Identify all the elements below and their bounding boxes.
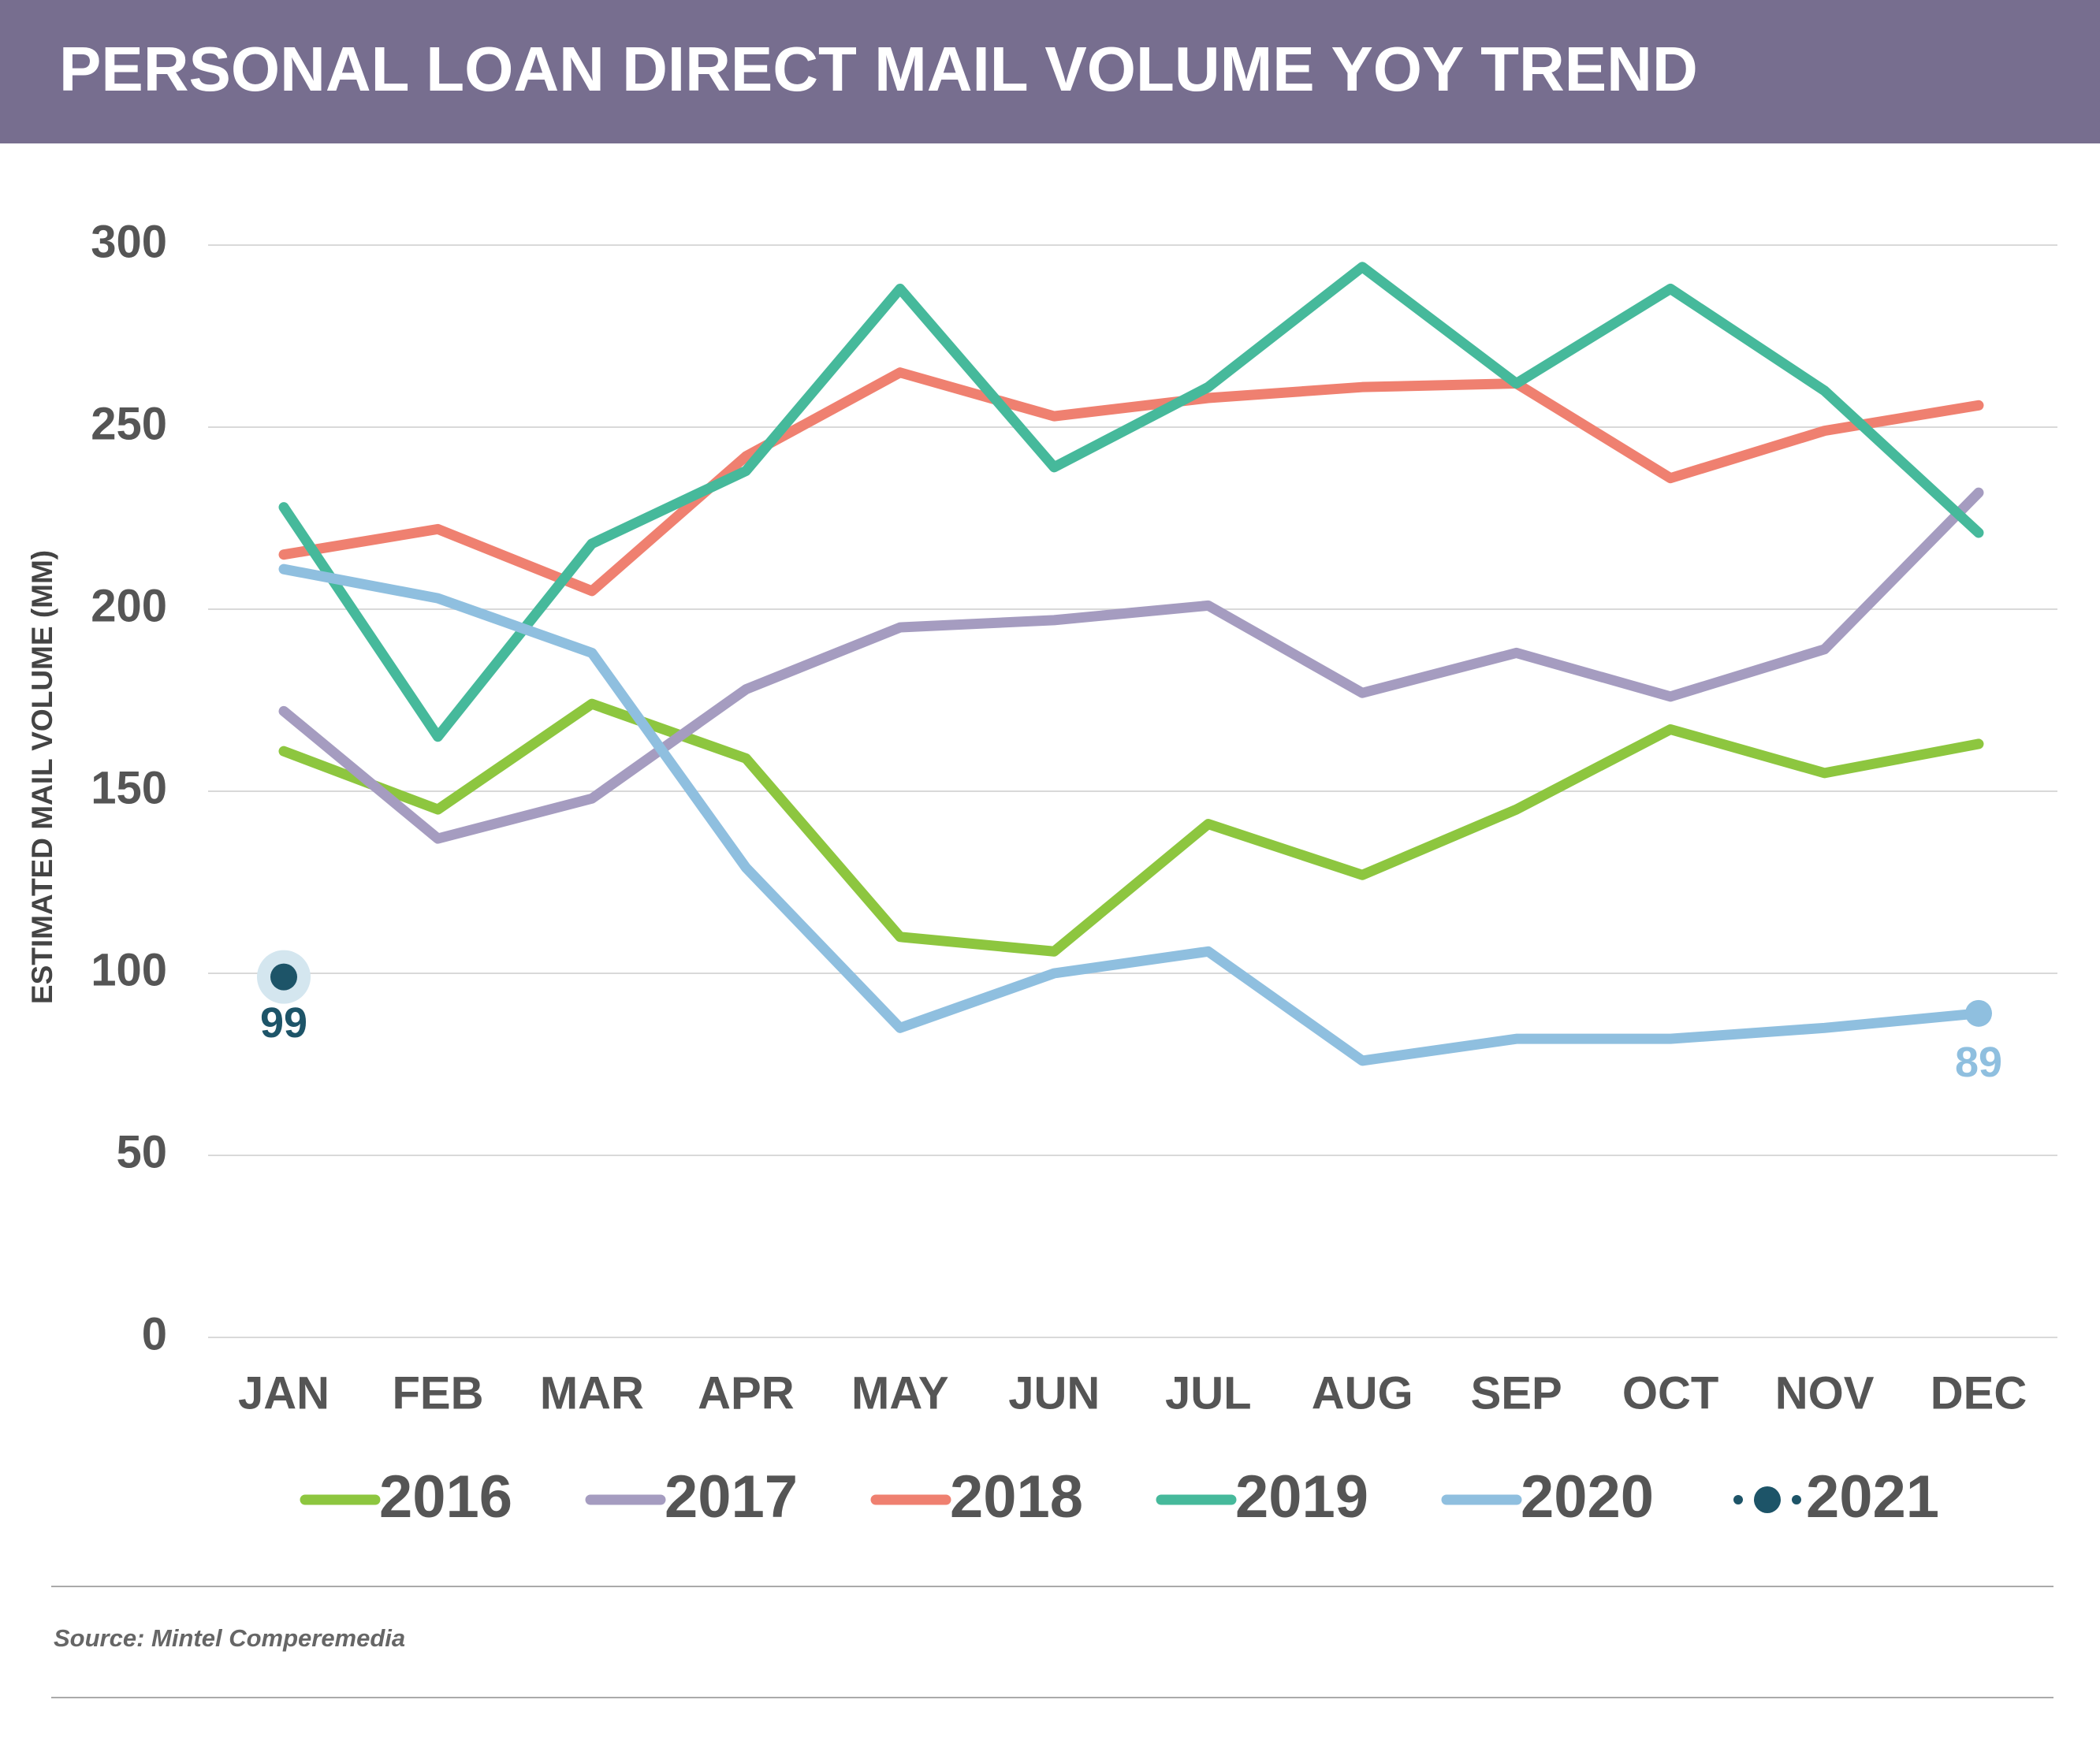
y-tick-label: 250 [91, 398, 167, 449]
value-label: 89 [1955, 1039, 2002, 1086]
chart-title: PERSONAL LOAN DIRECT MAIL VOLUME YOY TRE… [59, 34, 1698, 104]
legend-swatch [1792, 1495, 1801, 1504]
series-line [278, 563, 1984, 1066]
y-tick-label: 0 [142, 1308, 167, 1359]
x-tick-label: OCT [1622, 1367, 1718, 1419]
x-tick-label: MAR [540, 1367, 644, 1419]
y-axis-title: ESTIMATED MAIL VOLUME (MM) [26, 550, 58, 1004]
legend-swatch [1733, 1495, 1743, 1504]
x-tick-label: NOV [1775, 1367, 1875, 1419]
legend-label: 2019 [1235, 1463, 1368, 1530]
x-tick-label: SEP [1471, 1367, 1562, 1419]
x-tick-label: DEC [1931, 1367, 2027, 1419]
x-tick-label: JUN [1008, 1367, 1100, 1419]
legend-label: 2017 [665, 1463, 798, 1530]
series-line [278, 367, 1984, 597]
x-tick-label: AUG [1312, 1367, 1413, 1419]
point-marker [270, 963, 297, 991]
y-tick-label: 300 [91, 216, 167, 267]
series-line [278, 487, 1984, 844]
series-line [278, 262, 1984, 742]
legend-label: 2016 [379, 1463, 512, 1530]
x-tick-label: MAY [851, 1367, 949, 1419]
y-tick-label: 200 [91, 580, 167, 631]
legend-label: 2021 [1806, 1463, 1939, 1530]
legend-label: 2020 [1521, 1463, 1654, 1530]
legend-swatch [1754, 1486, 1781, 1513]
legend-label: 2018 [950, 1463, 1083, 1530]
x-tick-label: JAN [238, 1367, 330, 1419]
x-tick-label: JUL [1165, 1367, 1252, 1419]
header-band [0, 0, 2100, 143]
x-tick-label: FEB [392, 1367, 483, 1419]
source-note: Source: Mintel Comperemedia [54, 1624, 405, 1652]
value-label: 99 [260, 999, 307, 1047]
series-line [278, 698, 1984, 957]
y-tick-label: 100 [91, 944, 167, 995]
y-tick-label: 150 [91, 762, 167, 813]
point-marker [1965, 999, 1992, 1027]
x-tick-label: APR [698, 1367, 794, 1419]
y-tick-label: 50 [116, 1126, 167, 1177]
